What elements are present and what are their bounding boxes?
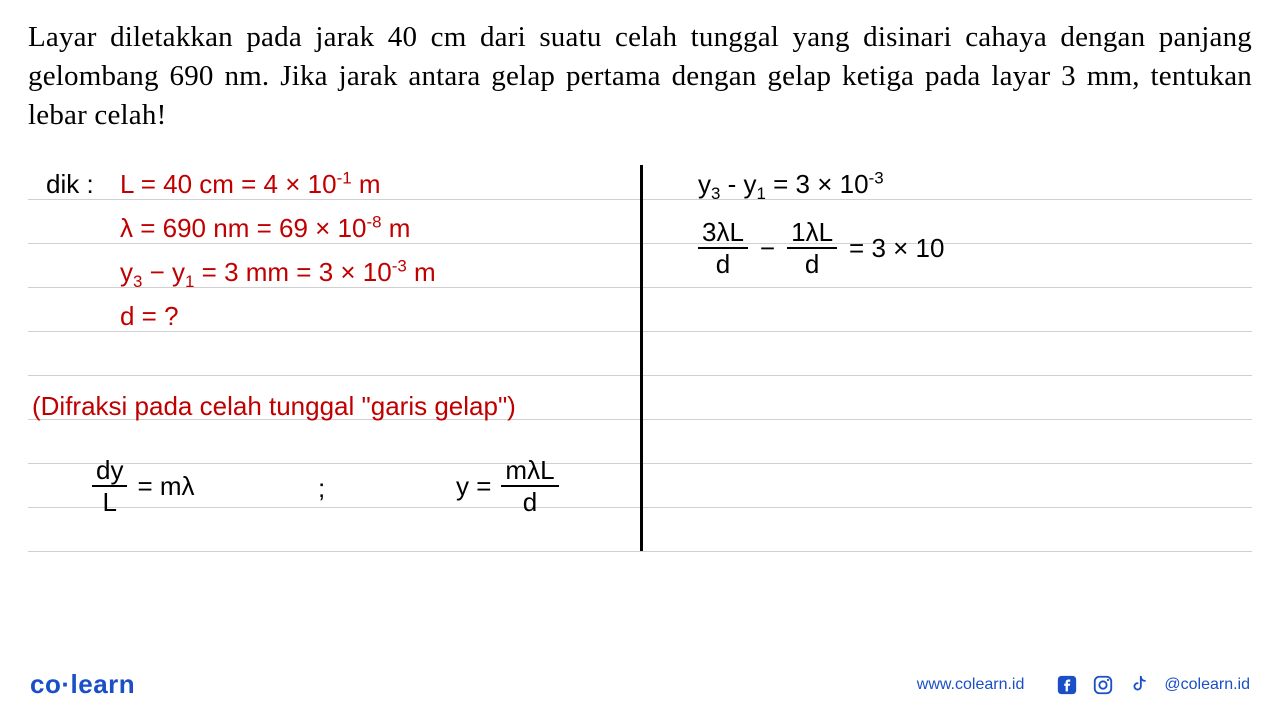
r-frac1-den: d <box>698 249 748 277</box>
right-equation: 3λL d − 1λL d = 3 × 10 <box>698 219 944 277</box>
facebook-icon <box>1056 674 1078 696</box>
y-equals: y = <box>456 471 491 502</box>
footer-handle: @colearn.id <box>1164 676 1250 694</box>
tiktok-icon <box>1128 674 1150 696</box>
formula-dy-L: dy L = mλ <box>92 457 195 515</box>
logo-learn: learn <box>71 669 136 699</box>
formula-y: y = mλL d <box>456 457 559 515</box>
frac-num-2: mλL <box>501 457 558 487</box>
semicolon: ; <box>318 473 325 504</box>
footer-right: www.colearn.id @colearn.id <box>917 674 1250 696</box>
r-frac2-num: 1λL <box>787 219 837 249</box>
frac-den: L <box>92 487 127 515</box>
r-frac2-den: d <box>787 249 837 277</box>
brand-logo: co·learn <box>30 669 135 700</box>
given-L: L = 40 cm = 4 × 10-1 m <box>120 169 381 200</box>
right-line1: y3 - y1 = 3 × 10-3 <box>698 169 884 200</box>
frac-num: dy <box>92 457 127 487</box>
given-label: dik : <box>46 169 94 200</box>
instagram-icon <box>1092 674 1114 696</box>
logo-co: co <box>30 669 61 699</box>
heading-note: (Difraksi pada celah tunggal "garis gela… <box>32 391 516 422</box>
frac-den-2: d <box>501 487 558 515</box>
given-lambda: λ = 690 nm = 69 × 10-8 m <box>120 213 410 244</box>
r-rhs: = 3 × 10 <box>849 233 944 264</box>
footer: co·learn www.colearn.id @colearn.id <box>30 669 1250 700</box>
problem-statement: Layar diletakkan pada jarak 40 cm dari s… <box>28 18 1252 135</box>
vertical-divider <box>640 165 643 551</box>
work-area: dik : L = 40 cm = 4 × 10-1 m λ = 690 nm … <box>28 159 1252 564</box>
footer-url: www.colearn.id <box>917 676 1025 694</box>
given-d: d = ? <box>120 301 179 332</box>
eq-rhs: = mλ <box>137 471 194 502</box>
ruled-background: dik : L = 40 cm = 4 × 10-1 m λ = 690 nm … <box>28 159 1252 564</box>
r-frac1-num: 3λL <box>698 219 748 249</box>
minus-sign: − <box>760 233 775 264</box>
given-ydiff: y3 − y1 = 3 mm = 3 × 10-3 m <box>120 257 436 288</box>
